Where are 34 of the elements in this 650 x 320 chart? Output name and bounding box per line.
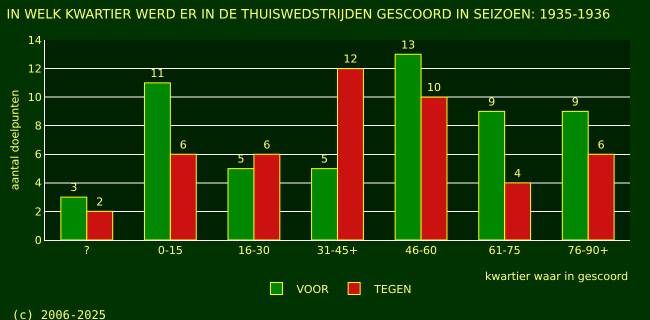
y-axis-title: aantal doelpunten	[8, 90, 22, 190]
data-label: 4	[514, 166, 522, 180]
y-tick-label: 0	[34, 234, 42, 247]
y-tick-label: 8	[34, 120, 42, 133]
data-label: 5	[321, 152, 328, 166]
y-tick-label: 14	[28, 34, 42, 47]
x-tick-label: 0-15	[158, 244, 183, 258]
data-label: 10	[427, 81, 442, 94]
data-label: 12	[343, 52, 358, 66]
legend-label: VOOR	[296, 282, 330, 296]
x-tick-label: 46-60	[405, 244, 438, 258]
data-label: 5	[237, 152, 244, 166]
data-label: 9	[572, 95, 579, 108]
y-tick-label: 6	[34, 148, 42, 162]
chart-title: IN WELK KWARTIER WERD ER IN DE THUISWEDSTRIJDEN GESCOORD IN SEIZOEN: 1935-1936	[6, 8, 610, 23]
data-label: 9	[488, 95, 496, 108]
legend-label: TEGEN	[373, 282, 412, 296]
data-label: 2	[96, 195, 104, 208]
data-label: 11	[150, 66, 164, 80]
y-tick-label: 10	[28, 90, 42, 104]
y-tick-label: 2	[34, 205, 42, 218]
data-label: 6	[598, 138, 605, 152]
data-label: 6	[180, 138, 187, 152]
x-tick-label: 16-30	[238, 244, 270, 258]
x-tick-label: 61-75	[488, 244, 521, 258]
y-tick-label: 4	[34, 176, 42, 190]
x-tick-label: 31-45+	[316, 244, 358, 258]
y-tick-label: 12	[28, 62, 42, 76]
data-label: 13	[401, 38, 416, 52]
x-tick-label: 76-90+	[568, 244, 609, 258]
data-label: 3	[70, 181, 78, 194]
data-label: 6	[263, 138, 270, 152]
x-tick-label: ?	[84, 244, 90, 258]
x-axis-title: kwartier waar in gescoord	[485, 270, 628, 283]
